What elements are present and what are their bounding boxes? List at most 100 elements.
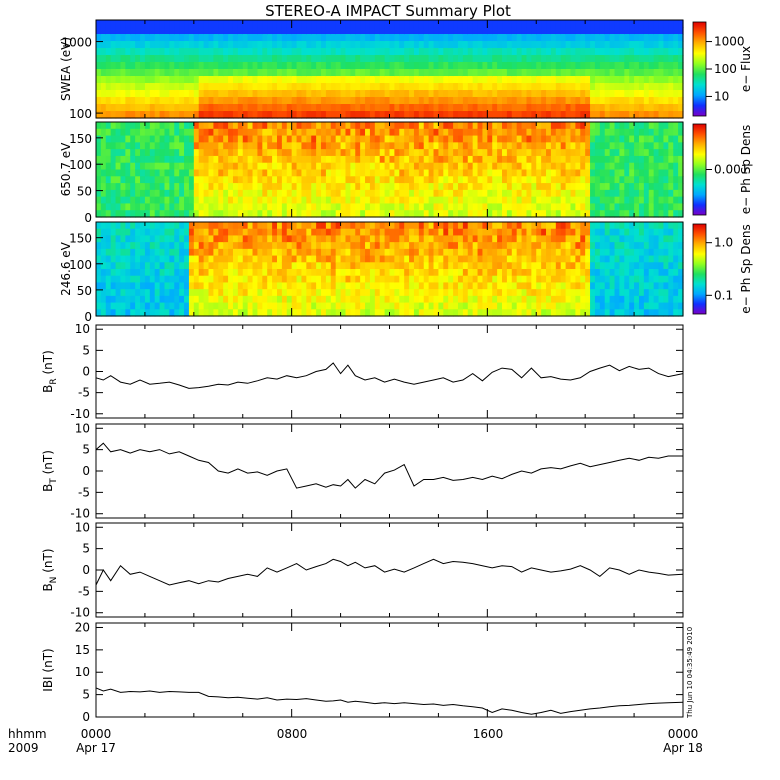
heatmap-cell bbox=[438, 90, 444, 98]
heatmap-cell bbox=[115, 48, 122, 56]
heatmap-cell bbox=[492, 183, 498, 191]
heatmap-cell bbox=[149, 210, 156, 218]
heatmap-cell bbox=[276, 62, 283, 70]
heatmap-cell bbox=[673, 189, 679, 198]
heatmap-cell bbox=[668, 69, 674, 77]
heatmap-cell bbox=[531, 27, 537, 35]
heatmap-cell bbox=[208, 104, 214, 112]
heatmap-cell bbox=[184, 203, 190, 211]
heatmap-cell bbox=[409, 135, 415, 143]
heatmap-cell bbox=[301, 222, 307, 230]
heatmap-cell bbox=[648, 27, 655, 35]
heatmap-cell bbox=[355, 282, 361, 290]
heatmap-cell bbox=[242, 189, 249, 198]
heatmap-cell bbox=[678, 162, 684, 171]
heatmap-cell bbox=[506, 48, 513, 56]
heatmap-cell bbox=[404, 282, 410, 290]
heatmap-cell bbox=[599, 41, 606, 49]
heatmap-cell bbox=[169, 189, 175, 198]
heatmap-cell bbox=[247, 83, 254, 91]
heatmap-cell bbox=[482, 196, 488, 205]
heatmap-cell bbox=[374, 228, 381, 237]
heatmap-cell bbox=[541, 183, 547, 191]
heatmap-cell bbox=[482, 55, 488, 63]
heatmap-cell bbox=[164, 48, 170, 56]
heatmap-cell bbox=[374, 128, 381, 137]
heatmap-cell bbox=[663, 189, 669, 198]
heatmap-cell bbox=[506, 155, 513, 164]
heatmap-cell bbox=[135, 222, 141, 230]
heatmap-cell bbox=[237, 149, 244, 157]
heatmap-cell bbox=[418, 104, 425, 112]
heatmap-cell bbox=[164, 222, 170, 230]
heatmap-cell bbox=[125, 255, 131, 263]
heatmap-cell bbox=[521, 149, 528, 157]
heatmap-cell bbox=[365, 183, 371, 191]
heatmap-cell bbox=[96, 149, 102, 157]
heatmap-cell bbox=[555, 55, 562, 63]
heatmap-cell bbox=[159, 97, 166, 105]
heatmap-cell bbox=[340, 69, 347, 77]
heatmap-cell bbox=[179, 210, 185, 218]
heatmap-cell bbox=[604, 20, 611, 28]
heatmap-cell bbox=[477, 83, 484, 91]
heatmap-cell bbox=[438, 111, 444, 119]
heatmap-cell bbox=[599, 269, 606, 277]
heatmap-cell bbox=[144, 20, 151, 28]
heatmap-cell bbox=[291, 76, 298, 84]
heatmap-cell bbox=[242, 183, 249, 191]
heatmap-cell bbox=[174, 20, 180, 28]
heatmap-cell bbox=[502, 248, 508, 257]
heatmap-cell bbox=[252, 242, 259, 250]
heatmap-cell bbox=[457, 203, 464, 211]
heatmap-cell bbox=[335, 196, 342, 205]
heatmap-cell bbox=[389, 248, 395, 257]
heatmap-cell bbox=[374, 255, 381, 263]
heatmap-cell bbox=[193, 210, 200, 218]
heatmap-cell bbox=[340, 255, 347, 263]
heatmap-cell bbox=[511, 275, 518, 284]
heatmap-cell bbox=[144, 262, 151, 270]
heatmap-cell bbox=[325, 189, 332, 198]
heatmap-cell bbox=[526, 282, 532, 290]
heatmap-cell bbox=[291, 104, 298, 112]
heatmap-cell bbox=[228, 41, 234, 49]
heatmap-cell bbox=[188, 69, 195, 77]
heatmap-cell bbox=[653, 76, 660, 84]
heatmap-cell bbox=[541, 97, 547, 105]
heatmap-cell bbox=[188, 55, 195, 63]
heatmap-cell bbox=[350, 309, 356, 317]
heatmap-cell bbox=[345, 289, 351, 297]
heatmap-cell bbox=[267, 97, 273, 105]
heatmap-cell bbox=[301, 248, 307, 257]
heatmap-cell bbox=[546, 210, 552, 218]
heatmap-cell bbox=[276, 262, 283, 270]
heatmap-cell bbox=[585, 289, 591, 297]
heatmap-cell bbox=[208, 183, 214, 191]
heatmap-cell bbox=[340, 27, 347, 35]
heatmap-cell bbox=[609, 269, 616, 277]
heatmap-cell bbox=[154, 20, 161, 28]
heatmap-cell bbox=[497, 275, 503, 284]
heatmap-cell bbox=[443, 69, 449, 77]
heatmap-cell bbox=[678, 27, 684, 35]
heatmap-cell bbox=[267, 289, 273, 297]
heatmap-cell bbox=[247, 90, 254, 98]
heatmap-cell bbox=[521, 295, 528, 304]
heatmap-cell bbox=[570, 289, 576, 297]
heatmap-cell bbox=[164, 62, 170, 70]
heatmap-cell bbox=[321, 111, 327, 119]
heatmap-cell bbox=[188, 20, 195, 28]
heatmap-cell bbox=[624, 196, 630, 205]
heatmap-cell bbox=[614, 183, 621, 191]
heatmap-cell bbox=[594, 149, 601, 157]
heatmap-cell bbox=[316, 55, 322, 63]
heatmap-cell bbox=[536, 183, 542, 191]
heatmap-cell bbox=[580, 162, 586, 171]
heatmap-cell bbox=[418, 76, 425, 84]
heatmap-cell bbox=[550, 162, 557, 171]
heatmap-cell bbox=[668, 83, 674, 91]
heatmap-cell bbox=[120, 41, 126, 49]
y-tick-label: 100 bbox=[69, 158, 92, 172]
heatmap-cell bbox=[462, 34, 469, 42]
